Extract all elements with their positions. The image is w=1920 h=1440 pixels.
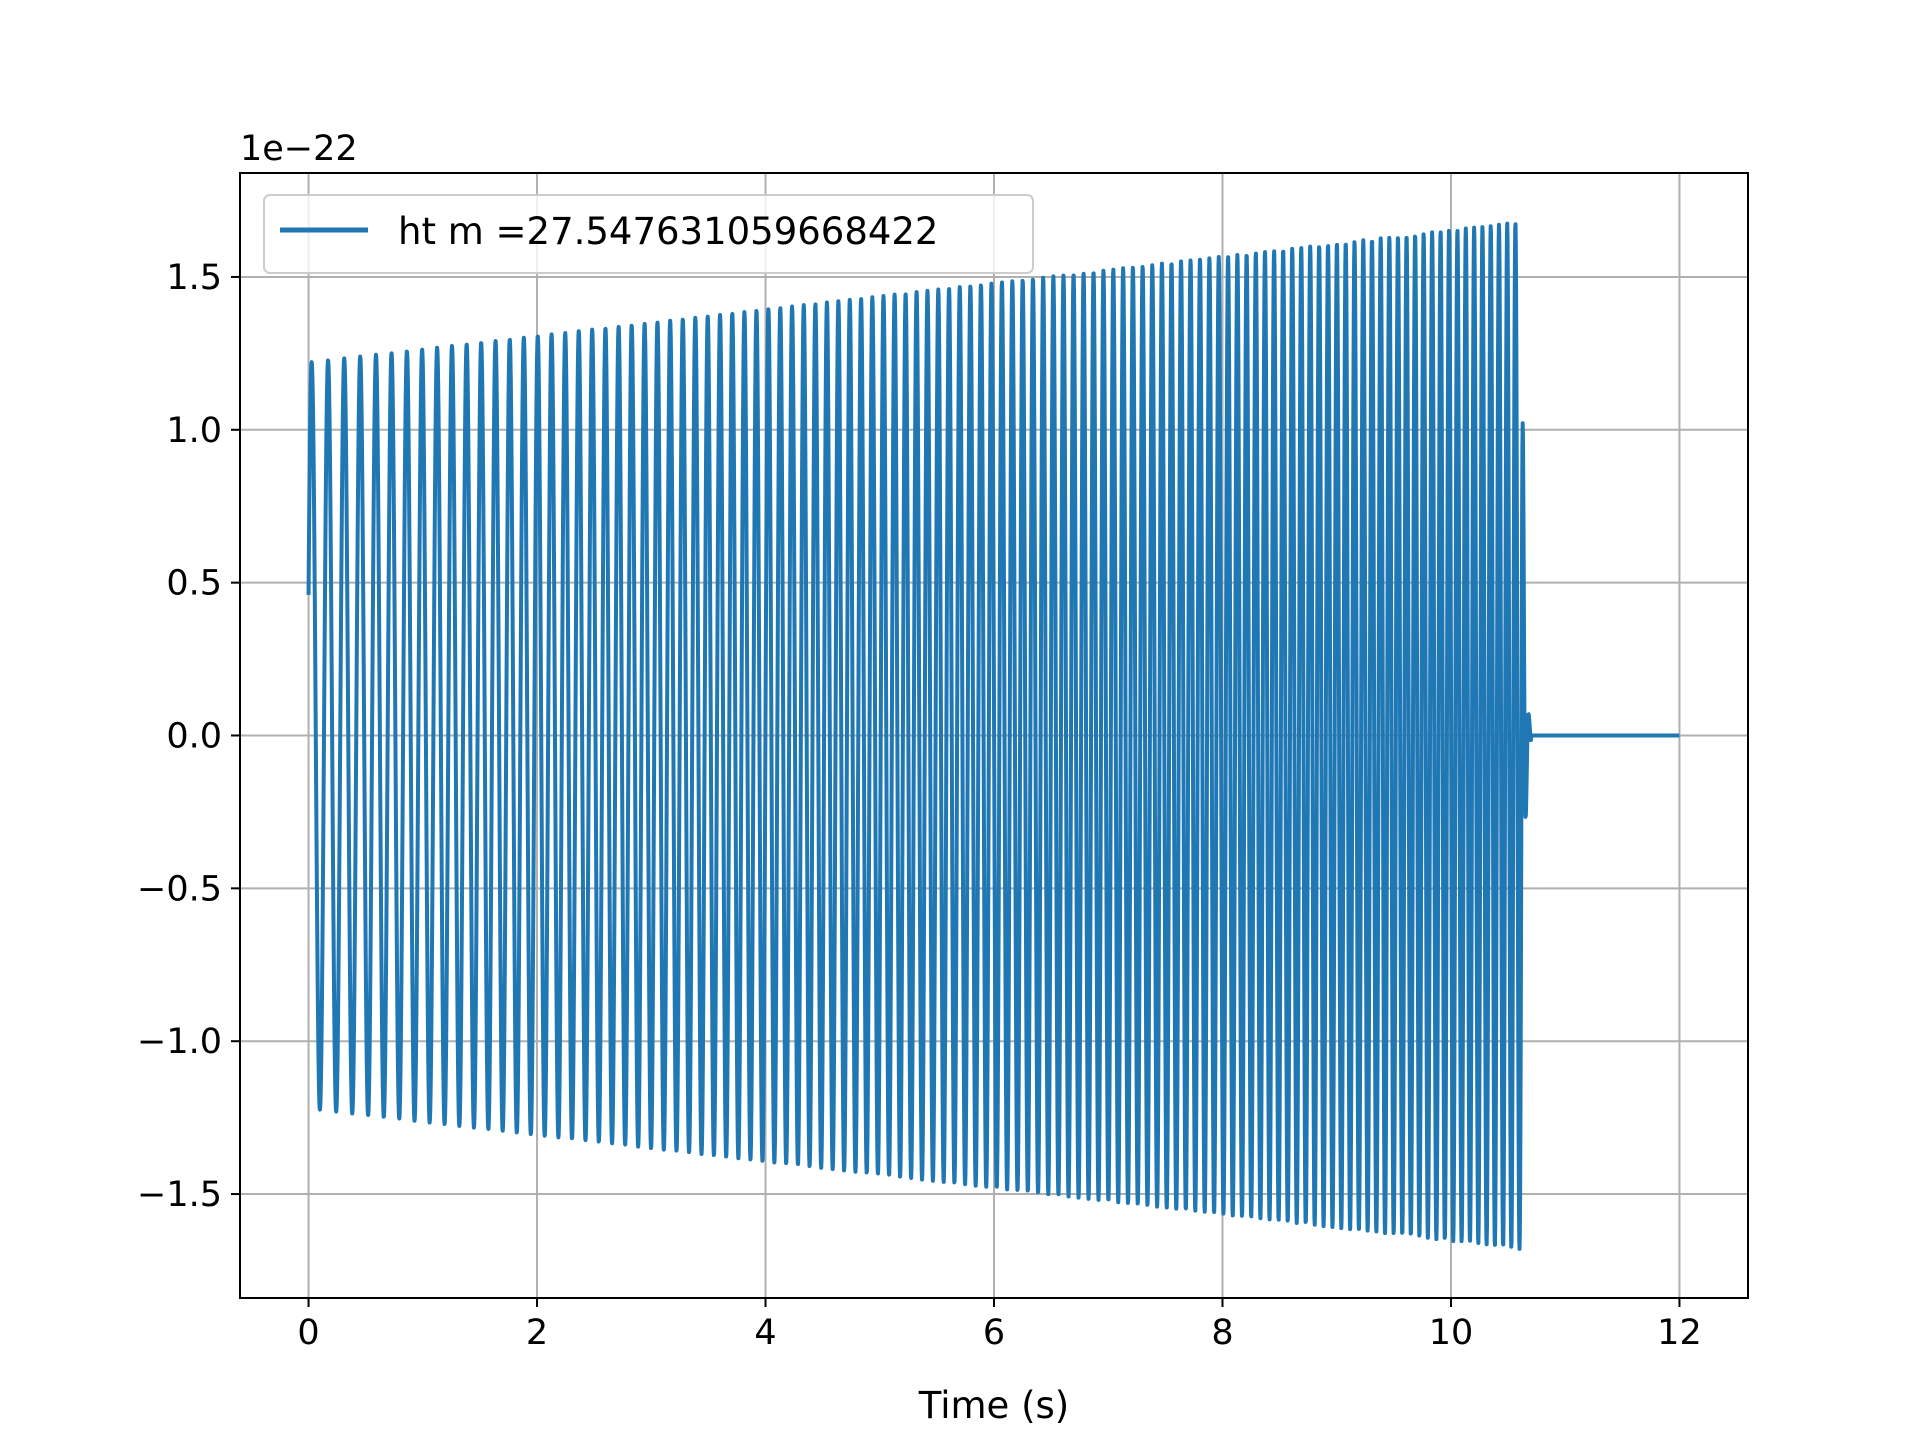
legend-box <box>263 194 1034 274</box>
series-line-0 <box>306 221 1680 1251</box>
x-tick-label: 0 <box>297 1313 319 1353</box>
y-tick-label: 1.5 <box>166 258 222 298</box>
y-tick-label: 0.0 <box>166 717 222 757</box>
x-tick-label: 4 <box>754 1313 776 1353</box>
y-tick-label: 0.5 <box>166 564 222 604</box>
x-tick-label: 6 <box>983 1313 1005 1353</box>
series-layer <box>306 221 1680 1251</box>
y-tick-label: −1.0 <box>137 1022 222 1062</box>
y-tick-label: 1.0 <box>166 411 222 451</box>
legend: ht m =27.547631059668422 <box>263 194 1034 274</box>
y-tick-label: −0.5 <box>137 869 222 909</box>
legend-label: ht m =27.547631059668422 <box>398 210 938 253</box>
y-tick-labels: 1.5 1.0 0.5 0.0 −0.5 −1.0 −1.5 <box>137 258 222 1215</box>
x-axis-label: Time (s) <box>918 1384 1069 1427</box>
plot-area: 0 2 4 6 8 10 12 1.5 1.0 0.5 0.0 −0.5 −1.0 −1.5 <box>137 172 1749 1353</box>
x-tick-label: 10 <box>1429 1313 1474 1353</box>
x-tick-label: 12 <box>1657 1313 1702 1353</box>
tick-marks <box>231 275 1681 1307</box>
y-offset-label: 1e−22 <box>240 129 358 169</box>
x-tick-label: 2 <box>526 1313 548 1353</box>
y-tick-label: −1.5 <box>137 1175 222 1215</box>
x-tick-label: 8 <box>1211 1313 1233 1353</box>
x-tick-labels: 0 2 4 6 8 10 12 <box>297 1313 1701 1353</box>
